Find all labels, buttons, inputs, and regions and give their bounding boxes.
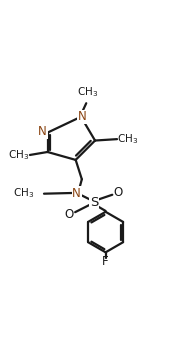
Text: N: N bbox=[72, 187, 81, 200]
Text: N: N bbox=[38, 125, 47, 138]
Text: N: N bbox=[77, 110, 86, 123]
Text: O: O bbox=[113, 186, 122, 200]
Text: S: S bbox=[90, 196, 98, 209]
Text: CH$_3$: CH$_3$ bbox=[12, 186, 34, 200]
Text: CH$_3$: CH$_3$ bbox=[77, 86, 99, 99]
Text: F: F bbox=[102, 256, 109, 268]
Text: CH$_3$: CH$_3$ bbox=[8, 148, 29, 162]
Text: CH$_3$: CH$_3$ bbox=[117, 132, 138, 146]
Text: O: O bbox=[65, 208, 74, 221]
